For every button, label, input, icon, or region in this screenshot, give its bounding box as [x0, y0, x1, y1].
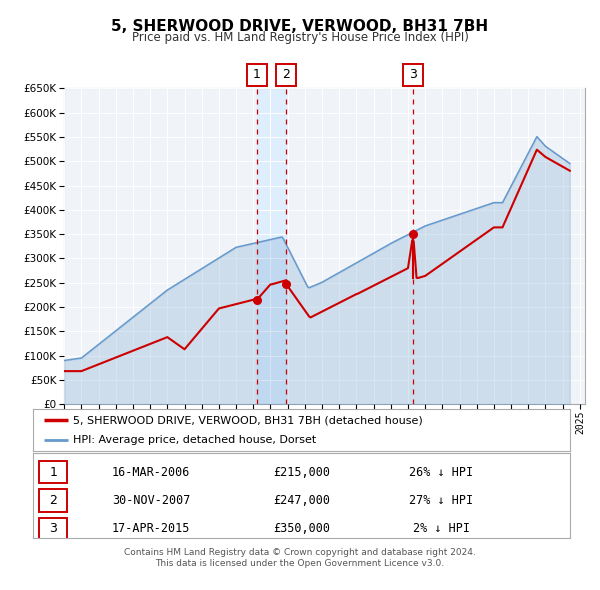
- Text: 3: 3: [49, 522, 58, 535]
- Text: 26% ↓ HPI: 26% ↓ HPI: [409, 466, 473, 478]
- Text: Price paid vs. HM Land Registry's House Price Index (HPI): Price paid vs. HM Land Registry's House …: [131, 31, 469, 44]
- Text: 5, SHERWOOD DRIVE, VERWOOD, BH31 7BH: 5, SHERWOOD DRIVE, VERWOOD, BH31 7BH: [112, 19, 488, 34]
- Text: 1: 1: [49, 466, 58, 478]
- Text: Contains HM Land Registry data © Crown copyright and database right 2024.: Contains HM Land Registry data © Crown c…: [124, 548, 476, 556]
- Text: 17-APR-2015: 17-APR-2015: [112, 522, 190, 535]
- FancyBboxPatch shape: [40, 489, 67, 512]
- Text: 30-NOV-2007: 30-NOV-2007: [112, 494, 190, 507]
- Text: £350,000: £350,000: [273, 522, 330, 535]
- Bar: [257, 88, 286, 404]
- Text: 27% ↓ HPI: 27% ↓ HPI: [409, 494, 473, 507]
- Text: 16-MAR-2006: 16-MAR-2006: [112, 466, 190, 478]
- Text: 5, SHERWOOD DRIVE, VERWOOD, BH31 7BH (detached house): 5, SHERWOOD DRIVE, VERWOOD, BH31 7BH (de…: [73, 415, 423, 425]
- Text: 3: 3: [409, 68, 417, 81]
- Text: HPI: Average price, detached house, Dorset: HPI: Average price, detached house, Dors…: [73, 435, 317, 445]
- FancyBboxPatch shape: [40, 517, 67, 540]
- Text: £215,000: £215,000: [273, 466, 330, 478]
- Text: This data is licensed under the Open Government Licence v3.0.: This data is licensed under the Open Gov…: [155, 559, 445, 568]
- FancyBboxPatch shape: [40, 461, 67, 483]
- Text: 2: 2: [49, 494, 58, 507]
- Text: £247,000: £247,000: [273, 494, 330, 507]
- Text: 2: 2: [283, 68, 290, 81]
- Text: 1: 1: [253, 68, 261, 81]
- Text: 2% ↓ HPI: 2% ↓ HPI: [413, 522, 470, 535]
